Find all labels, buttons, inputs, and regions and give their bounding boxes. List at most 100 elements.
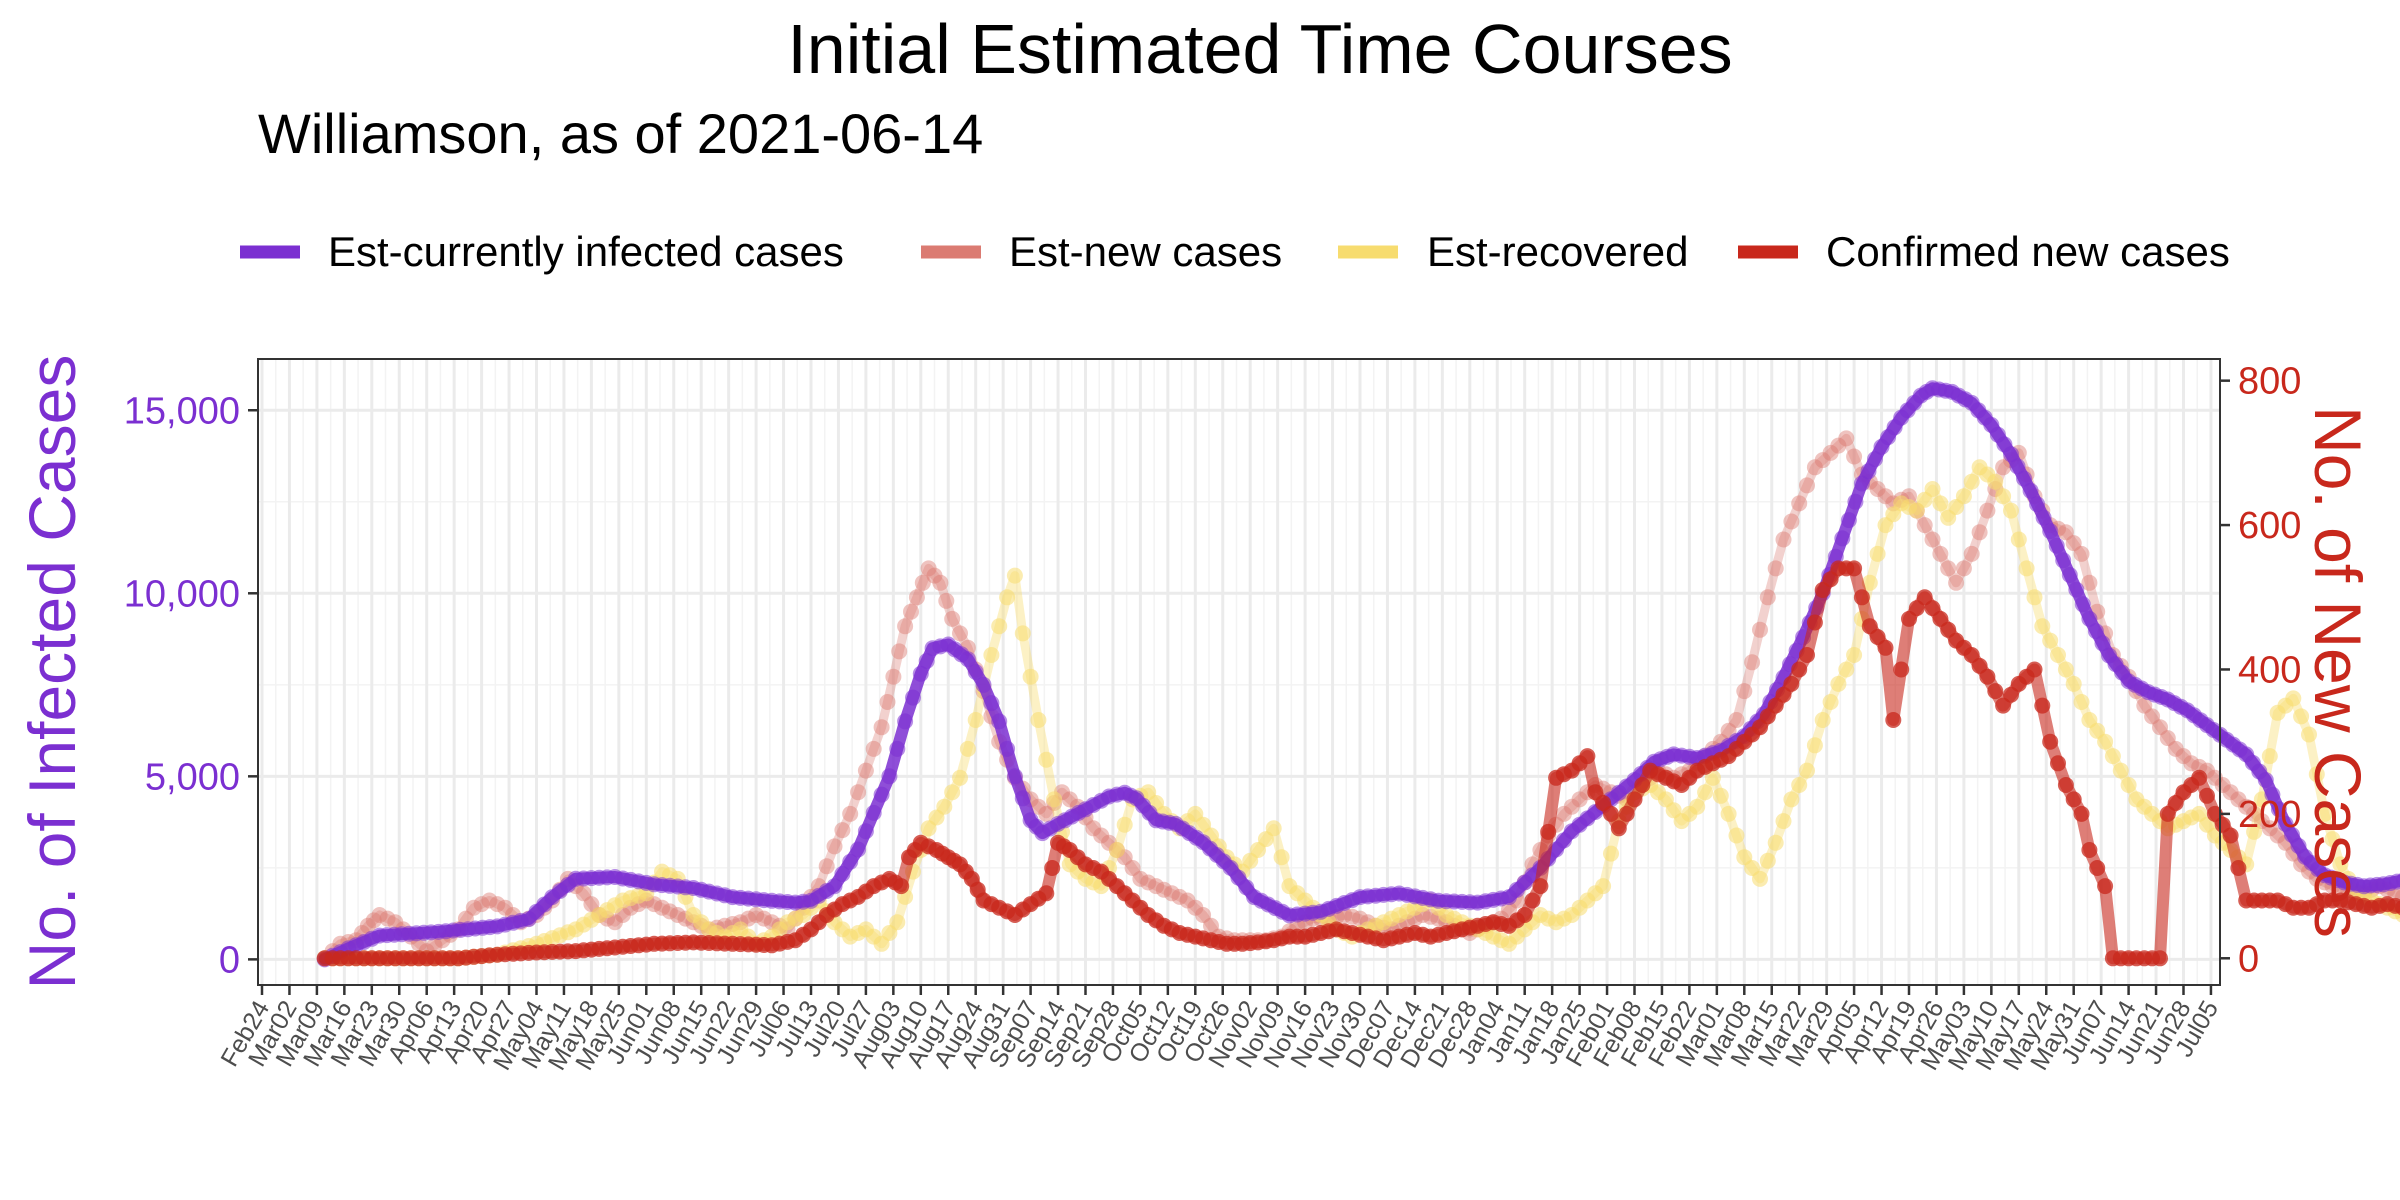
data-point-recovered bbox=[1038, 751, 1055, 768]
data-point-recovered bbox=[2246, 823, 2263, 840]
data-point-recovered bbox=[1603, 845, 1619, 862]
data-point-confirmed bbox=[2081, 842, 2098, 858]
data-point-recovered bbox=[959, 740, 976, 757]
data-point-recovered bbox=[1108, 842, 1125, 858]
data-point-recovered bbox=[1830, 675, 1847, 692]
data-point-infected bbox=[1840, 512, 1857, 529]
data-point-new_est bbox=[1038, 805, 1055, 822]
data-point-new_est bbox=[891, 643, 908, 660]
data-point-new_est bbox=[606, 914, 623, 931]
data-point-infected bbox=[2016, 470, 2032, 487]
data-point-confirmed bbox=[2065, 791, 2082, 808]
data-point-new_est bbox=[2144, 708, 2161, 725]
data-point-new_est bbox=[1124, 860, 1141, 876]
data-point-infected bbox=[1006, 768, 1023, 785]
data-point-confirmed bbox=[1783, 675, 1800, 692]
data-point-new_est bbox=[879, 694, 896, 710]
data-point-recovered bbox=[2026, 589, 2043, 606]
data-point-recovered bbox=[1752, 870, 1768, 887]
data-point-new_est bbox=[359, 917, 376, 934]
data-point-new_est bbox=[2230, 791, 2247, 808]
data-point-recovered bbox=[1783, 791, 1800, 808]
data-point-recovered bbox=[1963, 473, 1980, 490]
data-point-recovered bbox=[1273, 849, 1290, 866]
data-point-infected bbox=[2087, 623, 2104, 640]
data-point-infected bbox=[912, 665, 929, 682]
data-point-infected bbox=[2081, 610, 2098, 627]
data-point-new_est bbox=[1195, 907, 1212, 923]
data-point-infected bbox=[2396, 873, 2400, 888]
data-point-recovered bbox=[2057, 661, 2074, 678]
data-point-recovered bbox=[2285, 690, 2302, 707]
series-infected bbox=[316, 380, 2400, 968]
data-point-new_est bbox=[1979, 502, 1996, 519]
data-point-new_est bbox=[818, 858, 835, 875]
data-point-new_est bbox=[1132, 870, 1149, 887]
data-point-new_est bbox=[914, 574, 931, 591]
right-axis-tick-label: 400 bbox=[2238, 649, 2301, 691]
data-point-new_est bbox=[1563, 798, 1580, 815]
data-point-recovered bbox=[2332, 856, 2349, 873]
data-point-recovered bbox=[2042, 632, 2059, 649]
data-point-new_est bbox=[865, 740, 882, 757]
data-point-recovered bbox=[1799, 762, 1815, 779]
data-point-new_est bbox=[1752, 621, 1768, 638]
data-point-recovered bbox=[1924, 481, 1941, 497]
chart-title: Initial Estimated Time Courses bbox=[787, 10, 1732, 88]
data-point-new_est bbox=[2206, 769, 2223, 786]
data-point-confirmed bbox=[1987, 683, 2004, 700]
data-point-recovered bbox=[1822, 694, 1839, 710]
data-point-new_est bbox=[1744, 654, 1761, 671]
data-point-confirmed bbox=[2034, 697, 2051, 714]
data-point-new_est bbox=[2065, 535, 2082, 552]
data-point-recovered bbox=[2073, 694, 2090, 710]
data-point-infected bbox=[2257, 772, 2274, 788]
data-point-recovered bbox=[2301, 726, 2317, 743]
data-point-recovered bbox=[1689, 798, 1706, 815]
left-axis-title: No. of Infected Cases bbox=[15, 355, 89, 990]
data-point-new_est bbox=[2183, 755, 2200, 772]
data-point-new_est bbox=[2269, 827, 2286, 844]
legend-label-recovered: Est-recovered bbox=[1427, 228, 1688, 275]
data-point-new_est bbox=[885, 668, 902, 685]
data-point-infected bbox=[2009, 458, 2026, 475]
data-point-confirmed bbox=[2050, 755, 2066, 772]
data-point-confirmed bbox=[1885, 712, 1902, 728]
data-point-new_est bbox=[1030, 798, 1047, 815]
data-point-new_est bbox=[1344, 908, 1361, 925]
data-point-recovered bbox=[2112, 762, 2129, 779]
data-point-infected bbox=[2048, 537, 2065, 554]
data-point-new_est bbox=[926, 567, 943, 584]
legend-label-confirmed: Confirmed new cases bbox=[1826, 228, 2230, 275]
data-point-infected bbox=[1847, 493, 1864, 510]
data-point-recovered bbox=[2034, 618, 2051, 635]
data-point-confirmed bbox=[1044, 860, 1061, 876]
data-point-new_est bbox=[2159, 730, 2176, 747]
data-point-infected bbox=[2003, 446, 2019, 463]
data-point-new_est bbox=[1140, 874, 1157, 891]
data-point-infected bbox=[905, 689, 921, 706]
data-point-new_est bbox=[1963, 545, 1980, 562]
data-point-new_est bbox=[1791, 495, 1808, 512]
data-point-infected bbox=[999, 740, 1016, 757]
legend: Est-currently infected cases Est-new case… bbox=[240, 228, 2230, 275]
right-axis-tick-label: 800 bbox=[2238, 361, 2301, 403]
data-point-new_est bbox=[2238, 798, 2255, 815]
data-point-infected bbox=[959, 651, 976, 668]
data-point-new_est bbox=[944, 610, 961, 627]
data-point-infected bbox=[975, 676, 992, 693]
data-point-infected bbox=[1834, 530, 1851, 547]
data-point-infected bbox=[918, 653, 935, 669]
data-point-new_est bbox=[826, 838, 843, 855]
data-point-infected bbox=[842, 853, 859, 870]
data-point-infected bbox=[1860, 463, 1877, 480]
data-point-recovered bbox=[889, 914, 906, 931]
data-point-recovered bbox=[944, 784, 961, 801]
data-point-new_est bbox=[1916, 517, 1933, 534]
right-axis-tick-label: 200 bbox=[2238, 794, 2301, 836]
data-point-confirmed bbox=[1893, 661, 1910, 678]
data-point-new_est bbox=[2246, 805, 2263, 822]
data-point-infected bbox=[2094, 635, 2111, 652]
data-point-recovered bbox=[967, 712, 984, 728]
data-point-recovered bbox=[936, 798, 953, 815]
